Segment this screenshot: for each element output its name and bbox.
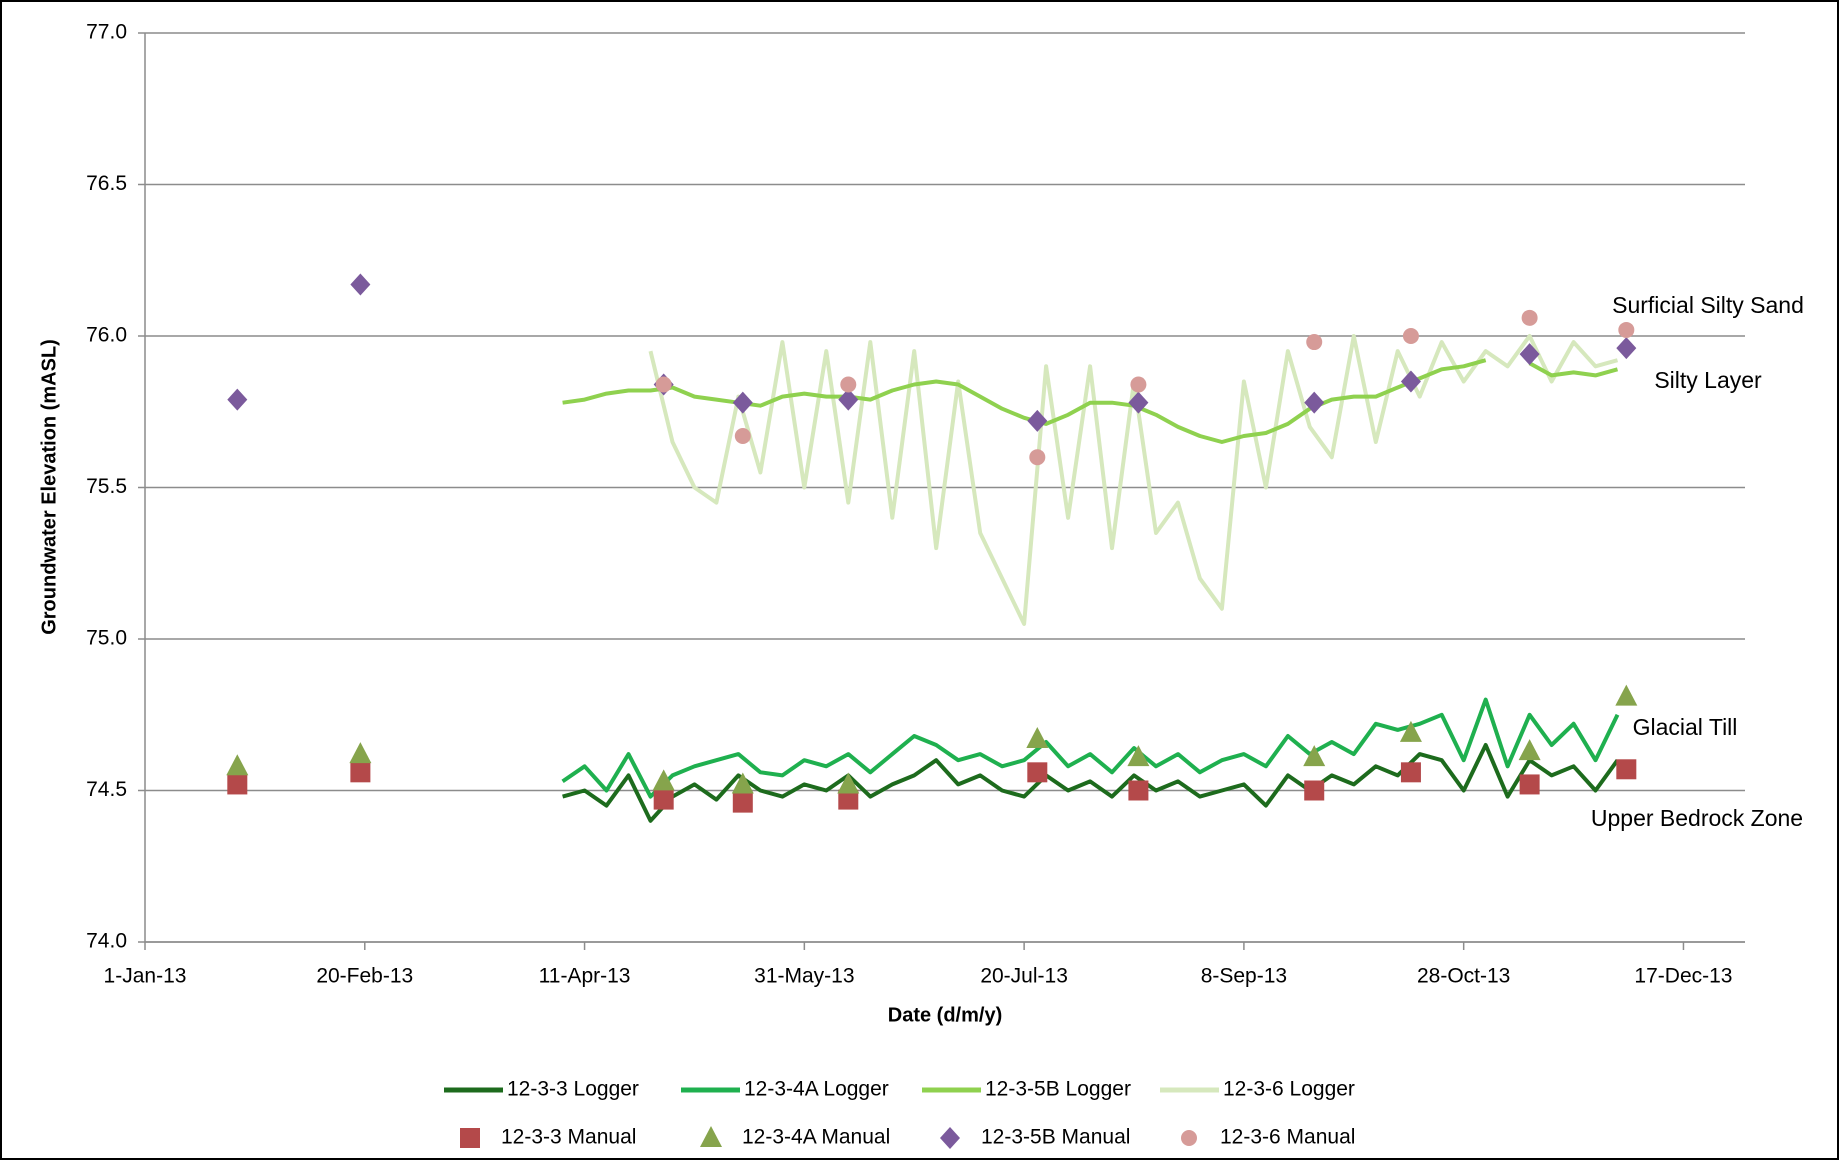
legend-label: 12-3-6 Manual xyxy=(1220,1126,1355,1149)
marker-square xyxy=(1128,780,1149,801)
marker-circle xyxy=(655,376,672,393)
marker-diamond xyxy=(1519,343,1540,366)
marker-square xyxy=(227,774,248,795)
marker-diamond xyxy=(1128,391,1149,414)
marker-triangle xyxy=(1026,726,1049,748)
series-line xyxy=(562,743,1620,823)
annotation: Glacial Till xyxy=(1633,714,1738,740)
x-tick-label: 17-Dec-13 xyxy=(1634,965,1732,988)
y-axis-title: Groundwater Elevation (mASL) xyxy=(38,339,60,635)
legend-label: 12-3-4A Logger xyxy=(744,1078,889,1101)
annotation: Silty Layer xyxy=(1654,367,1762,393)
x-tick-label: 1-Jan-13 xyxy=(104,965,187,988)
y-tick-label: 77.0 xyxy=(86,21,127,44)
marker-circle xyxy=(1029,449,1046,466)
legend-swatch xyxy=(940,1127,960,1149)
x-tick-label: 8-Sep-13 xyxy=(1201,965,1287,988)
marker-circle xyxy=(1306,334,1323,351)
marker-triangle xyxy=(1399,720,1422,742)
x-tick-label: 20-Jul-13 xyxy=(980,965,1068,988)
marker-diamond xyxy=(227,388,248,411)
series-line xyxy=(562,358,1619,444)
marker-diamond xyxy=(350,273,371,296)
marker-square xyxy=(1519,774,1540,795)
legend-label: 12-3-6 Logger xyxy=(1223,1078,1355,1101)
marker-triangle xyxy=(349,742,372,764)
x-axis-title: Date (d/m/y) xyxy=(888,1004,1002,1026)
legend-swatch xyxy=(700,1126,722,1147)
y-tick-label: 75.0 xyxy=(86,627,127,650)
y-tick-label: 74.5 xyxy=(86,778,127,801)
y-tick-label: 74.0 xyxy=(86,930,127,953)
legend-swatch xyxy=(460,1128,480,1148)
marker-triangle xyxy=(226,754,249,776)
marker-triangle xyxy=(1303,745,1326,767)
marker-diamond xyxy=(1400,370,1421,393)
x-tick-label: 11-Apr-13 xyxy=(539,965,631,988)
legend-swatch xyxy=(1181,1130,1197,1146)
marker-triangle xyxy=(837,772,860,794)
marker-triangle xyxy=(1615,684,1638,706)
marker-circle xyxy=(734,427,751,444)
marker-triangle xyxy=(731,772,754,794)
marker-circle xyxy=(1402,328,1419,344)
legend-label: 12-3-3 Manual xyxy=(501,1126,636,1149)
marker-square xyxy=(350,762,371,783)
marker-square xyxy=(1400,762,1421,783)
marker-circle xyxy=(1130,376,1147,393)
marker-triangle xyxy=(1518,739,1541,761)
series-line xyxy=(561,697,1620,799)
x-tick-label: 31-May-13 xyxy=(754,965,854,988)
marker-diamond xyxy=(1616,337,1637,360)
marker-diamond xyxy=(732,391,753,414)
y-tick-label: 76.5 xyxy=(86,172,127,195)
marker-diamond xyxy=(838,388,859,411)
marker-circle xyxy=(1521,309,1538,326)
marker-diamond xyxy=(1304,391,1325,414)
x-tick-label: 28-Oct-13 xyxy=(1417,965,1510,988)
marker-square xyxy=(1304,780,1325,801)
legend-label: 12-3-4A Manual xyxy=(742,1126,890,1149)
y-tick-label: 76.0 xyxy=(86,324,127,347)
marker-diamond xyxy=(1027,409,1048,432)
marker-square xyxy=(732,792,753,813)
marker-square xyxy=(838,789,859,810)
annotation: Upper Bedrock Zone xyxy=(1591,805,1803,831)
legend-label: 12-3-3 Logger xyxy=(507,1078,639,1101)
legend-label: 12-3-5B Logger xyxy=(985,1078,1131,1101)
marker-triangle xyxy=(652,769,675,791)
marker-circle xyxy=(1618,321,1635,338)
marker-circle xyxy=(840,376,857,393)
x-tick-label: 20-Feb-13 xyxy=(316,965,413,988)
marker-triangle xyxy=(1127,745,1150,767)
marker-square xyxy=(653,789,674,810)
y-tick-label: 75.5 xyxy=(86,475,127,498)
marker-square xyxy=(1616,759,1637,780)
marker-square xyxy=(1027,762,1048,783)
annotation: Surficial Silty Sand xyxy=(1612,292,1804,318)
legend-label: 12-3-5B Manual xyxy=(981,1126,1130,1149)
